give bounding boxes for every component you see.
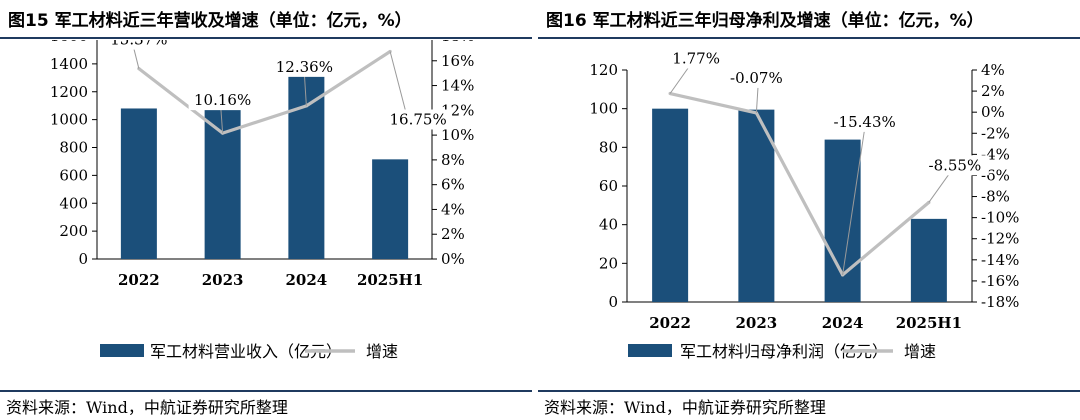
growth-line <box>669 91 930 277</box>
data-label: 12.36% <box>276 58 333 76</box>
title-rule <box>538 37 1080 39</box>
data-label: 1.77% <box>672 50 720 68</box>
right-tick-label: 14% <box>441 77 474 95</box>
revenue-chart-panel: 图15 军工材料近三年营收及增速（单位：亿元，%） 0 200 400 600 800 1… <box>0 0 532 420</box>
right-tick-label: 2% <box>441 225 465 243</box>
left-tick-label: 20 <box>599 254 618 272</box>
title-rule <box>0 37 532 39</box>
x-tick-label: 2024 <box>286 271 328 289</box>
bar <box>204 92 241 260</box>
bar <box>910 218 947 302</box>
right-tick-label: -8% <box>981 188 1010 206</box>
left-tick-label: 1400 <box>50 55 88 73</box>
x-tick-label: 2022 <box>118 271 160 289</box>
data-label: -0.07% <box>730 69 783 87</box>
source-rule <box>0 390 532 392</box>
data-label-bg <box>920 155 989 176</box>
data-label-bg <box>384 109 453 130</box>
bar <box>120 108 157 259</box>
left-tick-label: 400 <box>59 194 88 212</box>
x-tick-label: 2024 <box>822 314 864 332</box>
right-tick-label: 10% <box>441 126 474 144</box>
data-label: -15.43% <box>833 113 895 131</box>
bar <box>372 159 409 259</box>
source-note: 资料来源：Wind，中航证券研究所整理 <box>6 398 288 417</box>
legend-swatch-bar <box>628 344 672 357</box>
net-profit-chart-panel: 图16 军工材料近三年归母净利及增速（单位：亿元，%） 0 20 40 60 80 100… <box>538 0 1080 420</box>
left-tick-label: 60 <box>599 177 618 195</box>
right-tick-label: -16% <box>981 272 1019 290</box>
right-tick-label: 4% <box>981 61 1005 79</box>
left-tick-label: 1600 <box>50 40 88 45</box>
data-label-bg <box>662 48 731 69</box>
data-label-bg <box>188 90 257 111</box>
left-tick-label: 800 <box>59 139 88 157</box>
left-tick-label: 1000 <box>50 111 88 129</box>
left-tick-label: 80 <box>599 138 618 156</box>
bar <box>652 108 689 303</box>
legend-label-line: 增速 <box>366 342 398 361</box>
left-tick-label: 0 <box>608 293 618 311</box>
legend-swatch-bar <box>100 344 144 357</box>
growth-point <box>388 49 392 54</box>
x-tick-label: 2023 <box>736 314 778 332</box>
right-tick-label: 18% <box>441 40 474 45</box>
right-tick-label: -18% <box>981 293 1019 311</box>
right-tick-label: -2% <box>981 124 1010 142</box>
right-tick-label: 4% <box>441 200 465 218</box>
left-tick-label: 40 <box>599 216 618 234</box>
data-label: -8.55% <box>929 156 982 174</box>
data-label: 16.75% <box>390 110 447 128</box>
right-tick-label: 2% <box>981 82 1005 100</box>
x-tick-label: 2025H1 <box>357 271 423 289</box>
right-tick-label: 8% <box>441 151 465 169</box>
data-label: 15.37% <box>110 40 167 49</box>
left-tick-label: 0 <box>78 250 88 268</box>
data-label-leader <box>303 73 307 106</box>
data-label-bg <box>104 40 173 50</box>
chart-title: 图16 军工材料近三年归母净利及增速（单位：亿元，%） <box>546 11 984 31</box>
right-tick-label: 0% <box>981 103 1005 121</box>
right-tick-label: 0% <box>441 250 465 268</box>
left-tick-label: 200 <box>59 222 88 240</box>
right-tick-label: -10% <box>981 209 1019 227</box>
left-tick-label: 1200 <box>50 83 88 101</box>
data-label-bg <box>830 111 899 132</box>
legend-label-bar: 军工材料归母净利润（亿元） <box>680 342 888 361</box>
chart-title: 图15 军工材料近三年营收及增速（单位：亿元，%） <box>8 11 412 31</box>
data-label: 10.16% <box>194 91 251 109</box>
bar <box>738 109 775 302</box>
bar <box>824 139 861 302</box>
data-label-bg <box>722 67 791 88</box>
x-tick-label: 2022 <box>649 314 691 332</box>
source-note: 资料来源：Wind，中航证券研究所整理 <box>544 398 826 417</box>
net-profit-chart: 020406080100120-18%-16%-14%-12%-10%-8%-6… <box>589 48 1019 361</box>
left-tick-label: 120 <box>589 61 618 79</box>
data-label-leader <box>928 174 950 203</box>
source-rule <box>538 390 1080 392</box>
legend-label-bar: 军工材料营业收入（亿元） <box>150 342 342 361</box>
x-tick-label: 2023 <box>202 271 244 289</box>
data-label-leader <box>842 128 866 275</box>
left-tick-label: 600 <box>59 166 88 184</box>
right-tick-label: -14% <box>981 251 1019 269</box>
data-label-bg <box>270 56 339 77</box>
growth-point <box>137 66 141 71</box>
right-tick-label: 16% <box>441 52 474 70</box>
legend-label-line: 增速 <box>904 342 936 361</box>
growth-line <box>137 50 391 135</box>
x-tick-label: 2025H1 <box>896 314 962 332</box>
right-tick-label: -12% <box>981 230 1019 248</box>
revenue-chart: 0 200 400 600 800 1000 1200 1400 1600 0% 2% 4% 6% 8% 1… <box>50 40 474 361</box>
left-tick-label: 100 <box>589 100 618 118</box>
right-tick-label: 6% <box>441 176 465 194</box>
